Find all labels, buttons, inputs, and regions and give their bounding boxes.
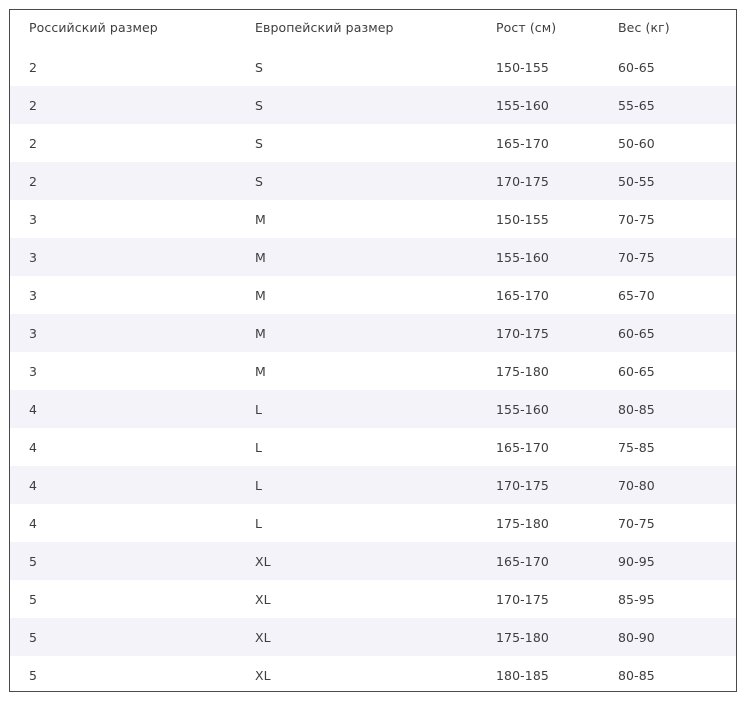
russian-size-cell: 4 (29, 439, 38, 455)
table-row: 5 XL 165-170 90-95 (10, 542, 736, 580)
weight-cell: 55-65 (618, 97, 655, 113)
height-cell: 155-160 (496, 97, 549, 113)
weight-cell: 80-90 (618, 629, 655, 645)
table-row: 4 L 165-170 75-85 (10, 428, 736, 466)
table-row: 2 S 155-160 55-65 (10, 86, 736, 124)
russian-size-cell: 5 (29, 591, 38, 607)
weight-cell: 50-55 (618, 173, 655, 189)
weight-cell: 80-85 (618, 667, 655, 683)
russian-size-cell: 2 (29, 135, 38, 151)
russian-size-cell: 3 (29, 249, 38, 265)
height-cell: 175-180 (496, 363, 549, 379)
russian-size-cell: 4 (29, 515, 38, 531)
table-row: 3 M 165-170 65-70 (10, 276, 736, 314)
european-size-cell: M (255, 325, 266, 341)
header-height: Рост (см) (496, 20, 557, 35)
european-size-cell: L (255, 439, 263, 455)
table-row: 2 S 150-155 60-65 (10, 48, 736, 86)
table-row: 2 S 165-170 50-60 (10, 124, 736, 162)
header-row: Российский размер Европейский размер Рос… (10, 10, 736, 48)
russian-size-cell: 3 (29, 325, 38, 341)
height-cell: 165-170 (496, 553, 549, 569)
russian-size-cell: 2 (29, 173, 38, 189)
table-row: 3 M 170-175 60-65 (10, 314, 736, 352)
weight-cell: 85-95 (618, 591, 655, 607)
weight-cell: 70-75 (618, 515, 655, 531)
russian-size-cell: 5 (29, 553, 38, 569)
european-size-cell: XL (255, 667, 271, 683)
weight-cell: 50-60 (618, 135, 655, 151)
european-size-cell: L (255, 515, 263, 531)
european-size-cell: L (255, 401, 263, 417)
table-header: Российский размер Европейский размер Рос… (10, 10, 736, 48)
header-russian-size: Российский размер (29, 20, 158, 35)
weight-cell: 70-75 (618, 249, 655, 265)
height-cell: 165-170 (496, 287, 549, 303)
russian-size-cell: 2 (29, 97, 38, 113)
russian-size-cell: 3 (29, 287, 38, 303)
weight-cell: 60-65 (618, 363, 655, 379)
height-cell: 150-155 (496, 211, 549, 227)
table-row: 3 M 150-155 70-75 (10, 200, 736, 238)
european-size-cell: S (255, 59, 264, 75)
european-size-cell: S (255, 97, 264, 113)
height-cell: 165-170 (496, 439, 549, 455)
russian-size-cell: 2 (29, 59, 38, 75)
european-size-cell: M (255, 363, 266, 379)
european-size-cell: M (255, 211, 266, 227)
table-row: 4 L 170-175 70-80 (10, 466, 736, 504)
height-cell: 155-160 (496, 249, 549, 265)
weight-cell: 60-65 (618, 325, 655, 341)
russian-size-cell: 5 (29, 629, 38, 645)
table-row: 3 M 175-180 60-65 (10, 352, 736, 390)
table-row: 3 M 155-160 70-75 (10, 238, 736, 276)
table-row: 5 XL 170-175 85-95 (10, 580, 736, 618)
weight-cell: 60-65 (618, 59, 655, 75)
european-size-cell: L (255, 477, 263, 493)
european-size-cell: XL (255, 591, 271, 607)
european-size-cell: S (255, 135, 264, 151)
european-size-cell: XL (255, 553, 271, 569)
height-cell: 170-175 (496, 591, 549, 607)
size-chart-table: Российский размер Европейский размер Рос… (10, 10, 736, 694)
weight-cell: 80-85 (618, 401, 655, 417)
russian-size-cell: 3 (29, 363, 38, 379)
russian-size-cell: 4 (29, 477, 38, 493)
weight-cell: 90-95 (618, 553, 655, 569)
table-body: 2 S 150-155 60-65 2 S 155-160 55-65 2 S 165-170 50-… (10, 48, 736, 694)
height-cell: 170-175 (496, 173, 549, 189)
size-table-container: Российский размер Европейский размер Рос… (9, 9, 737, 692)
header-weight: Вес (кг) (618, 20, 670, 35)
table-row: 4 L 175-180 70-75 (10, 504, 736, 542)
height-cell: 155-160 (496, 401, 549, 417)
height-cell: 175-180 (496, 515, 549, 531)
weight-cell: 75-85 (618, 439, 655, 455)
table-row: 5 XL 175-180 80-90 (10, 618, 736, 656)
header-european-size: Европейский размер (255, 20, 394, 35)
height-cell: 150-155 (496, 59, 549, 75)
weight-cell: 65-70 (618, 287, 655, 303)
european-size-cell: S (255, 173, 264, 189)
weight-cell: 70-75 (618, 211, 655, 227)
european-size-cell: XL (255, 629, 271, 645)
european-size-cell: M (255, 249, 266, 265)
russian-size-cell: 3 (29, 211, 38, 227)
table-row: 2 S 170-175 50-55 (10, 162, 736, 200)
height-cell: 180-185 (496, 667, 549, 683)
table-row: 5 XL 180-185 80-85 (10, 656, 736, 694)
height-cell: 175-180 (496, 629, 549, 645)
height-cell: 170-175 (496, 325, 549, 341)
height-cell: 170-175 (496, 477, 549, 493)
russian-size-cell: 4 (29, 401, 38, 417)
table-row: 4 L 155-160 80-85 (10, 390, 736, 428)
russian-size-cell: 5 (29, 667, 38, 683)
european-size-cell: M (255, 287, 266, 303)
height-cell: 165-170 (496, 135, 549, 151)
weight-cell: 70-80 (618, 477, 655, 493)
